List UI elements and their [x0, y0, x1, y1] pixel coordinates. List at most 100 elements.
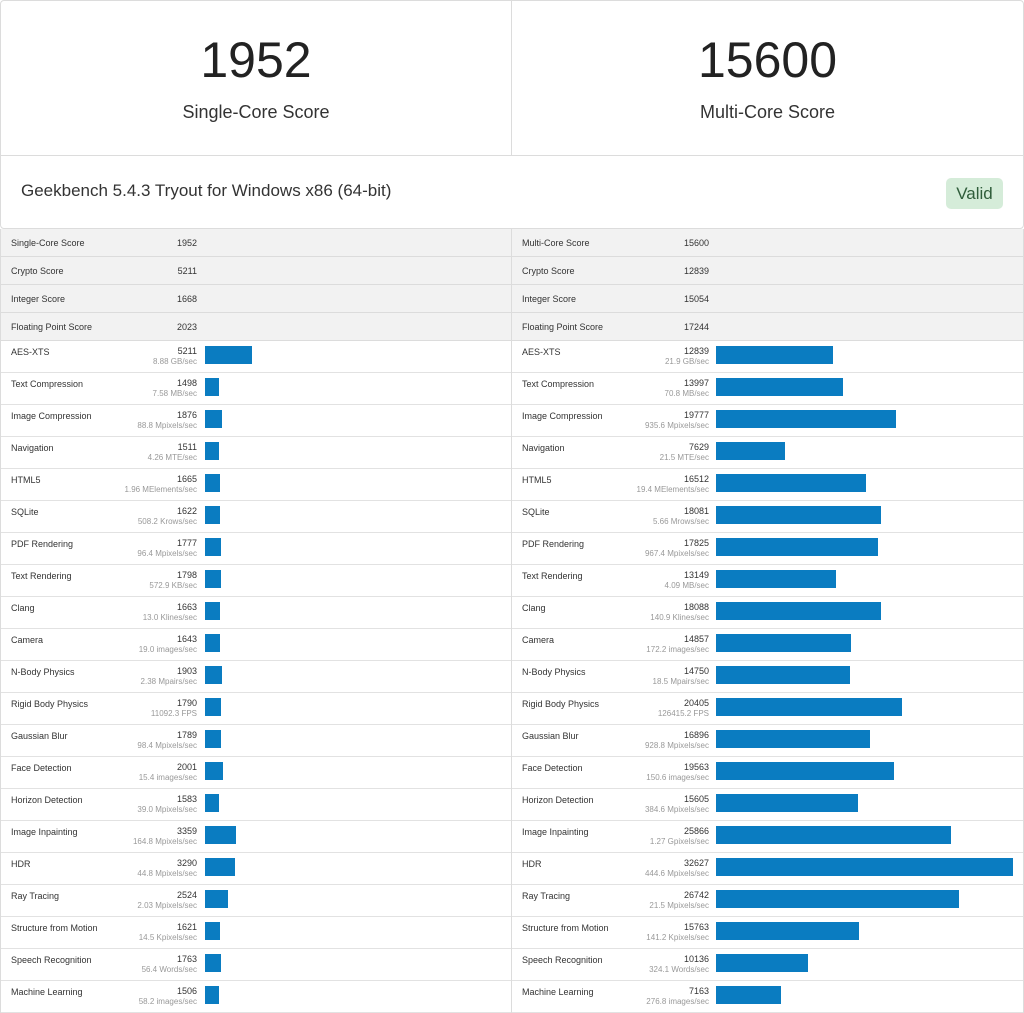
multi-core-table: Multi-Core Score 15600 Crypto Score 12839 In… [512, 229, 1024, 1013]
benchmark-name: Camera [11, 635, 44, 645]
benchmark-row: Image Inpainting 3359 164.8 Mpixels/sec [1, 821, 511, 853]
summary-row: Multi-Core Score 15600 [512, 229, 1023, 257]
benchmark-score: 1665 [176, 474, 197, 484]
benchmark-row: N-Body Physics 1903 2.38 Mpairs/sec [1, 661, 511, 693]
benchmark-bar [716, 762, 894, 780]
benchmark-rate: 164.8 Mpixels/sec [132, 837, 197, 846]
benchmark-rate: 18.5 Mpairs/sec [652, 677, 709, 686]
benchmark-name: Face Detection [522, 763, 583, 773]
benchmark-name: N-Body Physics [11, 667, 75, 677]
summary-value: 17244 [683, 322, 709, 332]
benchmark-score: 1506 [176, 986, 197, 996]
benchmark-score: 1498 [176, 378, 197, 388]
benchmark-score: 2524 [176, 890, 197, 900]
benchmark-rate: 88.8 Mpixels/sec [137, 421, 197, 430]
benchmark-bar [716, 890, 959, 908]
benchmark-bar [205, 666, 222, 684]
benchmark-rate: 444.6 Mpixels/sec [644, 869, 709, 878]
benchmark-name: HDR [11, 859, 31, 869]
benchmark-row: Navigation 7629 21.5 MTE/sec [512, 437, 1023, 469]
benchmark-rate: 150.6 images/sec [646, 773, 709, 782]
benchmark-row: Machine Learning 1506 58.2 images/sec [1, 981, 511, 1013]
benchmark-score: 25866 [683, 826, 709, 836]
benchmark-row: Speech Recognition 10136 324.1 Words/sec [512, 949, 1023, 981]
benchmark-score: 14857 [683, 634, 709, 644]
benchmark-name: SQLite [11, 507, 39, 517]
benchmark-bar [716, 634, 851, 652]
results-tables: Single-Core Score 1952 Crypto Score 5211 Int… [0, 229, 1024, 1013]
benchmark-name: Gaussian Blur [522, 731, 579, 741]
benchmark-bar [205, 570, 221, 588]
benchmark-bar [205, 698, 221, 716]
benchmark-name: AES-XTS [11, 347, 50, 357]
valid-status-badge: Valid [946, 178, 1003, 209]
benchmark-score: 1798 [176, 570, 197, 580]
benchmark-title-row: Geekbench 5.4.3 Tryout for Windows x86 (… [1, 157, 1023, 228]
benchmark-name: Machine Learning [11, 987, 83, 997]
benchmark-score: 16896 [683, 730, 709, 740]
benchmark-rate: 140.9 Klines/sec [650, 613, 709, 622]
benchmark-score: 1622 [176, 506, 197, 516]
benchmark-score: 15763 [683, 922, 709, 932]
benchmark-score: 1903 [176, 666, 197, 676]
benchmark-row: N-Body Physics 14750 18.5 Mpairs/sec [512, 661, 1023, 693]
benchmark-bar [716, 538, 878, 556]
benchmark-row: Rigid Body Physics 20405 126415.2 FPS [512, 693, 1023, 725]
benchmark-row: Text Compression 1498 7.58 MB/sec [1, 373, 511, 405]
benchmark-row: Gaussian Blur 1789 98.4 Mpixels/sec [1, 725, 511, 757]
benchmark-name: Image Inpainting [11, 827, 78, 837]
summary-row: Integer Score 1668 [1, 285, 511, 313]
benchmark-score: 10136 [683, 954, 709, 964]
summary-value: 12839 [683, 266, 709, 276]
single-core-box: 1952 Single-Core Score [1, 1, 512, 156]
benchmark-bar [716, 954, 808, 972]
benchmark-bar [716, 666, 850, 684]
benchmark-rate: 44.8 Mpixels/sec [137, 869, 197, 878]
benchmark-score: 12839 [683, 346, 709, 356]
benchmark-row: SQLite 1622 508.2 Krows/sec [1, 501, 511, 533]
benchmark-name: Navigation [522, 443, 565, 453]
benchmark-row: Structure from Motion 15763 141.2 Kpixels/… [512, 917, 1023, 949]
benchmark-bar [205, 762, 223, 780]
benchmark-name: Text Compression [522, 379, 595, 389]
benchmark-row: Ray Tracing 26742 21.5 Mpixels/sec [512, 885, 1023, 917]
benchmark-bar [716, 826, 951, 844]
benchmark-name: Structure from Motion [522, 923, 609, 933]
benchmark-name: HTML5 [11, 475, 41, 485]
single-core-table: Single-Core Score 1952 Crypto Score 5211 Int… [0, 229, 512, 1013]
benchmark-row: Image Compression 19777 935.6 Mpixels/sec [512, 405, 1023, 437]
benchmark-name: Image Compression [522, 411, 603, 421]
benchmark-name: Rigid Body Physics [522, 699, 600, 709]
benchmark-name: Clang [11, 603, 35, 613]
benchmark-score: 20405 [683, 698, 709, 708]
benchmark-rate: 384.6 Mpixels/sec [644, 805, 709, 814]
benchmark-rate: 98.4 Mpixels/sec [137, 741, 197, 750]
benchmark-score: 1621 [176, 922, 197, 932]
benchmark-row: Clang 1663 13.0 Klines/sec [1, 597, 511, 629]
benchmark-name: Text Rendering [11, 571, 72, 581]
summary-name: Crypto Score [522, 266, 575, 276]
benchmark-rate: 70.8 MB/sec [664, 389, 709, 398]
benchmark-score: 1511 [177, 442, 197, 452]
benchmark-score: 5211 [177, 346, 197, 356]
summary-name: Integer Score [522, 294, 577, 304]
benchmark-rate: 1.27 Gpixels/sec [649, 837, 709, 846]
benchmark-name: N-Body Physics [522, 667, 586, 677]
benchmark-bar [716, 922, 859, 940]
summary-row: Floating Point Score 2023 [1, 313, 511, 341]
benchmark-row: Speech Recognition 1763 56.4 Words/sec [1, 949, 511, 981]
benchmark-row: HDR 3290 44.8 Mpixels/sec [1, 853, 511, 885]
benchmark-row: Face Detection 19563 150.6 images/sec [512, 757, 1023, 789]
benchmark-row: HTML5 1665 1.96 MElements/sec [1, 469, 511, 501]
benchmark-score: 32627 [683, 858, 709, 868]
benchmark-rate: 21.5 MTE/sec [659, 453, 709, 462]
benchmark-name: Horizon Detection [11, 795, 83, 805]
benchmark-score: 1763 [176, 954, 197, 964]
benchmark-bar [716, 698, 902, 716]
summary-row: Crypto Score 12839 [512, 257, 1023, 285]
single-core-score-value: 1952 [200, 32, 312, 88]
benchmark-bar [716, 986, 781, 1004]
benchmark-row: Machine Learning 7163 276.8 images/sec [512, 981, 1023, 1013]
benchmark-row: PDF Rendering 17825 967.4 Mpixels/sec [512, 533, 1023, 565]
